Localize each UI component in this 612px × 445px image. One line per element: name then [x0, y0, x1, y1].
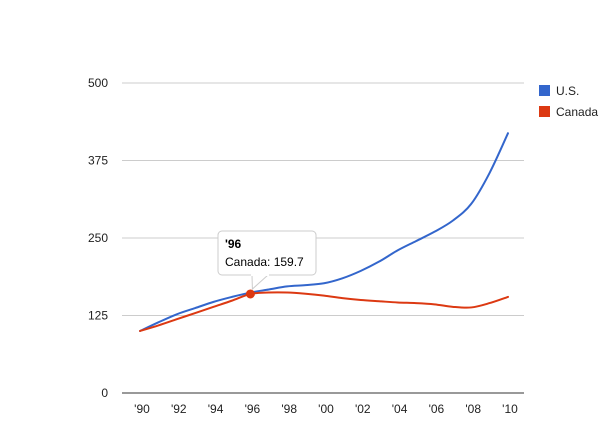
y-tick-label-500: 500 — [88, 76, 108, 90]
legend-swatch-canada — [539, 106, 550, 117]
tooltip-pointer — [251, 274, 269, 291]
x-tick-label-4: '98 — [281, 402, 297, 416]
series-line-canada[interactable] — [139, 291, 509, 332]
axis-layer: 0 125 250 375 500 '90 '92 '94 '96 '98 '00 '02 '04 '06… — [88, 76, 524, 416]
tooltip: '96 Canada: 159.7 — [217, 230, 317, 299]
x-tick-label-0: '90 — [134, 402, 150, 416]
legend-label-u-s: U.S. — [556, 84, 579, 98]
legend: U.S. Canada — [539, 84, 598, 119]
series-line-u-s[interactable] — [139, 132, 509, 332]
tooltip-pointer-mask — [251, 273, 269, 276]
y-tick-label-125: 125 — [88, 309, 108, 323]
y-tick-label-375: 375 — [88, 154, 108, 168]
highlighted-data-point[interactable] — [245, 289, 255, 299]
x-tick-label-6: '02 — [355, 402, 371, 416]
x-tick-label-3: '96 — [245, 402, 261, 416]
legend-swatch-u-s — [539, 85, 550, 96]
series-layer — [139, 132, 509, 332]
legend-label-canada: Canada — [556, 105, 598, 119]
legend-item-u-s[interactable]: U.S. — [539, 84, 579, 98]
tooltip-title: '96 — [225, 237, 242, 251]
x-tick-label-9: '08 — [465, 402, 481, 416]
tooltip-value: Canada: 159.7 — [225, 255, 304, 269]
x-tick-label-2: '94 — [208, 402, 224, 416]
x-tick-label-8: '06 — [429, 402, 445, 416]
y-tick-label-250: 250 — [88, 231, 108, 245]
x-tick-label-10: '10 — [502, 402, 518, 416]
grid-layer — [122, 82, 524, 316]
x-tick-label-5: '00 — [318, 402, 334, 416]
x-tick-label-7: '04 — [392, 402, 408, 416]
legend-item-canada[interactable]: Canada — [539, 105, 598, 119]
y-tick-label-0: 0 — [101, 386, 108, 400]
x-tick-label-1: '92 — [171, 402, 187, 416]
